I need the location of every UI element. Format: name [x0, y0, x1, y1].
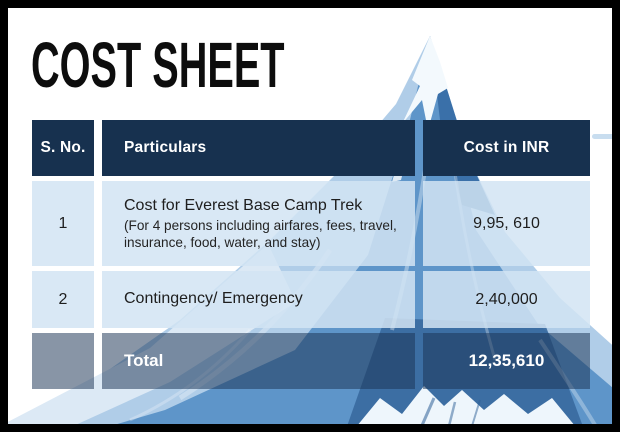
total-row-value-cell: 12,35,610 — [423, 333, 590, 389]
table-row-2-particulars: Contingency/ Emergency — [102, 271, 415, 328]
table-row-1-cost: 9,95, 610 — [423, 181, 590, 266]
table-row-2-cost: 2,40,000 — [423, 271, 590, 328]
row-1-particulars-sub: (For 4 persons including airfares, fees,… — [124, 217, 397, 250]
total-row-empty-cell — [32, 333, 94, 389]
header-cell-sno: S. No. — [32, 120, 94, 176]
cloud-dash-decoration — [592, 134, 618, 139]
table-row-1-sno: 1 — [32, 181, 94, 266]
row-2-sno: 2 — [58, 290, 68, 308]
header-sno-label: S. No. — [40, 139, 86, 156]
row-2-particulars-main: Contingency/ Emergency — [124, 290, 303, 308]
header-particulars-label: Particulars — [124, 139, 207, 156]
cost-table: S. No. Particulars Cost in INR 1 Cost fo… — [32, 120, 590, 389]
page-title: COST SHEET — [31, 29, 285, 101]
row-1-sno: 1 — [58, 214, 68, 232]
total-label: Total — [124, 351, 164, 370]
row-2-cost-value: 2,40,000 — [475, 290, 538, 308]
header-cell-particulars: Particulars — [102, 120, 415, 176]
table-row-2-sno: 2 — [32, 271, 94, 328]
total-row-label-cell: Total — [102, 333, 415, 389]
header-cell-cost: Cost in INR — [423, 120, 590, 176]
table-row-1-particulars: Cost for Everest Base Camp Trek (For 4 p… — [102, 181, 415, 266]
row-1-cost-value: 9,95, 610 — [473, 214, 540, 232]
header-cost-label: Cost in INR — [463, 139, 550, 156]
total-value: 12,35,610 — [468, 351, 545, 370]
row-1-particulars-main: Cost for Everest Base Camp Trek — [124, 196, 363, 214]
